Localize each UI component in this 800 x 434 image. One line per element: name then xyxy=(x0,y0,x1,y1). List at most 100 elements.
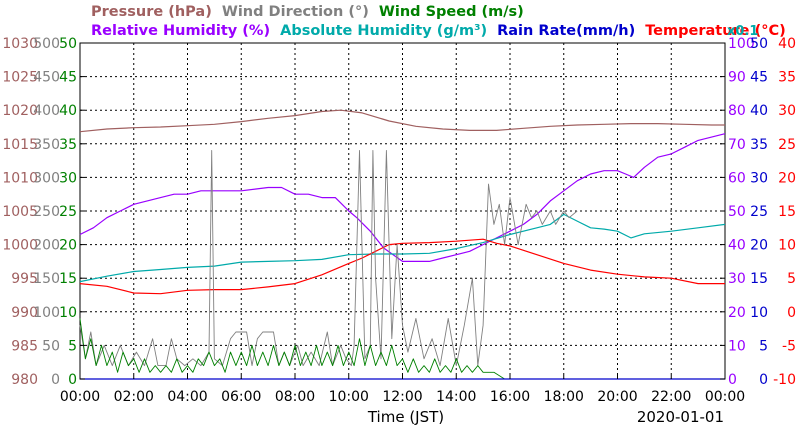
legend-label: Relative Humidity (%) xyxy=(91,23,270,39)
y-tick-label-relative_humidity: 10 xyxy=(728,338,746,354)
y-tick-label-pressure: 995 xyxy=(11,271,38,287)
y-tick-label-wind_direction: 100 xyxy=(33,305,60,321)
y-tick-label-wind_speed: 5 xyxy=(68,338,77,354)
y-tick-label-pressure: 1010 xyxy=(2,170,38,186)
y-tick-label-wind_direction: 0 xyxy=(51,372,60,388)
y-tick-label-relative_humidity: 30 xyxy=(728,271,746,287)
series-wind-direction xyxy=(79,150,578,367)
y-tick-label-temperature: -10 xyxy=(773,372,796,388)
y-tick-label-absolute_humidity_rain: 5 xyxy=(759,338,768,354)
x-tick-label: 00:00 xyxy=(60,389,100,405)
y-tick-label-wind_speed: 50 xyxy=(59,36,77,52)
y-tick-label-temperature: 10 xyxy=(778,238,796,254)
y-tick-label-wind_direction: 350 xyxy=(33,137,60,153)
y-tick-label-temperature: 15 xyxy=(778,204,796,220)
grid-lines xyxy=(80,43,725,379)
series-relative-humidity xyxy=(79,133,726,262)
y-tick-label-pressure: 1000 xyxy=(2,238,38,254)
y-tick-label-absolute_humidity_rain: 25 xyxy=(750,204,768,220)
y-tick-label-wind_speed: 15 xyxy=(59,271,77,287)
legend-label: Temperature (°C) xyxy=(645,23,786,39)
y-tick-label-wind_direction: 250 xyxy=(33,204,60,220)
y-tick-label-wind_direction: 400 xyxy=(33,103,60,119)
y-tick-label-wind_speed: 40 xyxy=(59,103,77,119)
y-tick-label-temperature: 30 xyxy=(778,103,796,119)
y-tick-label-wind_speed: 35 xyxy=(59,137,77,153)
x-tick-label: 18:00 xyxy=(544,389,584,405)
y-tick-label-temperature: 5 xyxy=(787,271,796,287)
legend-label: Wind Direction (°) xyxy=(222,4,369,20)
y-tick-label-absolute_humidity_rain: 50 xyxy=(750,36,768,52)
x-tick-label: 10:00 xyxy=(329,389,369,405)
legend-row-2: Relative Humidity (%) Absolute Humidity (… xyxy=(91,23,786,39)
y-tick-label-temperature: 0 xyxy=(787,305,796,321)
y-tick-label-temperature: 20 xyxy=(778,170,796,186)
y-tick-label-wind_speed: 0 xyxy=(68,372,77,388)
y-tick-label-absolute_humidity_rain: 10 xyxy=(750,305,768,321)
y-tick-label-temperature: -5 xyxy=(782,338,796,354)
y-tick-label-absolute_humidity_rain: 0 xyxy=(759,372,768,388)
date-label: 2020-01-01 xyxy=(637,408,724,426)
y-tick-label-relative_humidity: 80 xyxy=(728,103,746,119)
x-tick-label: 22:00 xyxy=(651,389,691,405)
x-tick-label: 04:00 xyxy=(167,389,207,405)
y-tick-label-temperature: 35 xyxy=(778,70,796,86)
y-tick-label-wind_speed: 20 xyxy=(59,238,77,254)
y-tick-label-absolute_humidity_rain: 15 xyxy=(750,271,768,287)
legend-label: Absolute Humidity (g/m³) xyxy=(280,23,487,39)
y-tick-label-wind_speed: 10 xyxy=(59,305,77,321)
y-tick-label-absolute_humidity_rain: 30 xyxy=(750,170,768,186)
y-tick-label-absolute_humidity_rain: 45 xyxy=(750,70,768,86)
y-tick-label-wind_direction: 150 xyxy=(33,271,60,287)
y-tick-label-relative_humidity: 70 xyxy=(728,137,746,153)
y-tick-label-temperature: 25 xyxy=(778,137,796,153)
legend-row-1: Pressure (hPa) Wind Direction (°) Wind Spe… xyxy=(91,4,524,20)
y-tick-label-relative_humidity: 60 xyxy=(728,170,746,186)
x-tick-label: 06:00 xyxy=(221,389,261,405)
y-tick-label-relative_humidity: 20 xyxy=(728,305,746,321)
y-tick-label-relative_humidity: 50 xyxy=(728,204,746,220)
y-tick-label-pressure: 1020 xyxy=(2,103,38,119)
legend-label: Pressure (hPa) xyxy=(91,4,212,20)
y-tick-label-wind_direction: 300 xyxy=(33,170,60,186)
x-tick-label: 16:00 xyxy=(490,389,530,405)
y-tick-label-pressure: 1015 xyxy=(2,137,38,153)
y-tick-label-pressure: 1025 xyxy=(2,70,38,86)
series-temperature-c xyxy=(79,238,725,295)
y-tick-label-relative_humidity: 100 xyxy=(728,36,755,52)
y-tick-label-pressure: 985 xyxy=(11,338,38,354)
x-tick-labels: 00:00 02:00 04:00 06:00 08:00 10:00 12:00 14:00… xyxy=(60,375,745,405)
y-tick-label-wind_speed: 25 xyxy=(59,204,77,220)
legend-label: Rain Rate(mm/h) xyxy=(497,23,635,39)
y-tick-label-pressure: 980 xyxy=(11,372,38,388)
legend-scale-note: x0.1 xyxy=(727,24,758,39)
y-tick-label-temperature: 40 xyxy=(778,36,796,52)
left-axes: 1030102510201015101010051000995990985980… xyxy=(2,36,85,388)
y-tick-label-pressure: 1005 xyxy=(2,204,38,220)
x-tick-label: 12:00 xyxy=(382,389,422,405)
y-tick-label-pressure: 990 xyxy=(11,305,38,321)
x-tick-label: 02:00 xyxy=(114,389,154,405)
right-axes: 1009080706050403020100504540353025201510… xyxy=(720,36,796,388)
y-tick-label-absolute_humidity_rain: 20 xyxy=(750,238,768,254)
y-tick-label-absolute_humidity_rain: 35 xyxy=(750,137,768,153)
y-tick-label-relative_humidity: 90 xyxy=(728,70,746,86)
y-tick-label-wind_speed: 30 xyxy=(59,170,77,186)
y-tick-label-relative_humidity: 40 xyxy=(728,238,746,254)
y-tick-label-wind_direction: 500 xyxy=(33,36,60,52)
series-absolute-humidity-g-m xyxy=(79,213,726,283)
x-tick-label: 08:00 xyxy=(275,389,315,405)
y-tick-label-wind_direction: 200 xyxy=(33,238,60,254)
legend-label: Wind Speed (m/s) xyxy=(379,4,524,20)
y-tick-label-wind_speed: 45 xyxy=(59,70,77,86)
x-tick-label: 14:00 xyxy=(436,389,476,405)
y-tick-label-wind_direction: 450 xyxy=(33,70,60,86)
y-tick-label-pressure: 1030 xyxy=(2,36,38,52)
series-pressure-hpa xyxy=(79,109,725,133)
x-tick-label: 20:00 xyxy=(597,389,637,405)
y-tick-label-absolute_humidity_rain: 40 xyxy=(750,103,768,119)
y-tick-label-relative_humidity: 0 xyxy=(728,372,737,388)
y-tick-label-wind_direction: 50 xyxy=(42,338,60,354)
